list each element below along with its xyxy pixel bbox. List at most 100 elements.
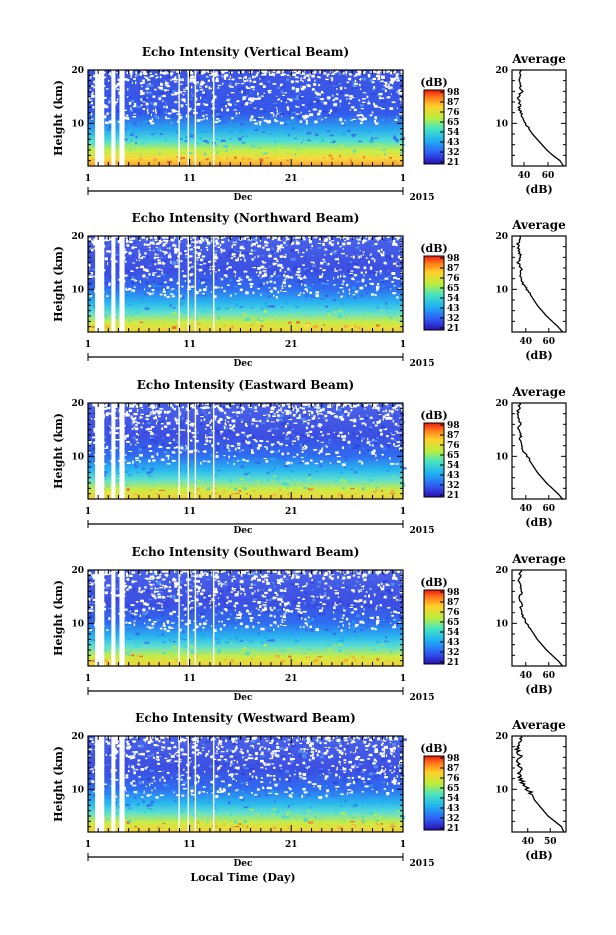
no-echo-cell	[391, 615, 394, 617]
no-echo-cell	[282, 453, 285, 456]
no-echo-cell	[365, 271, 367, 273]
heatmap-speckle	[328, 439, 331, 441]
heatmap-speckle	[371, 93, 376, 95]
no-echo-cell	[257, 288, 259, 290]
heatmap-speckle	[169, 159, 171, 161]
heatmap-speckle	[183, 639, 187, 640]
heatmap-speckle	[241, 630, 243, 632]
heatmap-speckle	[371, 644, 374, 646]
heatmap-speckle	[242, 313, 247, 316]
no-echo-cell	[297, 77, 299, 79]
no-echo-cell	[149, 414, 151, 416]
heatmap-speckle	[346, 653, 347, 655]
no-echo-cell	[157, 276, 160, 277]
heatmap-speckle	[200, 279, 204, 282]
heatmap-speckle	[276, 445, 278, 447]
no-echo-cell	[364, 275, 365, 277]
no-echo-cell	[224, 236, 225, 238]
no-echo-cell	[373, 86, 375, 89]
heatmap-speckle	[191, 92, 193, 95]
heatmap-speckle	[138, 310, 141, 311]
no-echo-cell	[318, 413, 322, 414]
no-echo-cell	[271, 408, 273, 410]
heatmap-speckle	[338, 584, 339, 586]
no-echo-cell	[167, 422, 171, 425]
heatmap-speckle	[234, 121, 236, 122]
no-echo-cell	[320, 262, 323, 265]
no-echo-cell	[376, 460, 378, 461]
no-echo-cell	[166, 417, 167, 420]
heatmap-speckle	[382, 468, 384, 470]
no-echo-cell	[388, 88, 392, 89]
heatmap-speckle	[138, 617, 140, 619]
no-echo-cell	[154, 103, 157, 106]
heatmap-speckle	[216, 307, 220, 310]
heatmap-speckle	[313, 660, 317, 662]
heatmap-speckle	[261, 642, 264, 644]
x-tick-label: 1	[400, 507, 406, 517]
no-echo-cell	[165, 82, 169, 85]
heatmap-speckle	[295, 306, 300, 308]
heatmap-speckle	[154, 115, 158, 118]
heatmap-speckle	[309, 102, 312, 105]
no-echo-cell	[258, 444, 262, 447]
heatmap-speckle	[252, 250, 256, 252]
heatmap-speckle	[287, 311, 288, 313]
no-echo-cell	[266, 460, 269, 463]
heatmap-speckle	[387, 312, 391, 314]
no-echo-cell	[318, 84, 320, 86]
no-echo-cell	[149, 73, 152, 74]
no-echo-cell	[355, 291, 358, 294]
no-echo-cell	[274, 237, 277, 239]
no-echo-cell	[225, 276, 228, 278]
heatmap-speckle	[116, 256, 118, 259]
heatmap-speckle	[291, 93, 293, 95]
average-y-tick-label: 10	[495, 119, 508, 129]
heatmap-speckle	[147, 471, 150, 474]
heatmap-speckle	[152, 462, 155, 464]
no-echo-cell	[339, 432, 343, 434]
no-echo-cell	[253, 292, 255, 294]
heatmap-speckle	[166, 75, 170, 78]
heatmap-speckle	[383, 466, 388, 468]
no-echo-cell	[269, 237, 271, 238]
no-echo-cell	[363, 254, 364, 256]
no-echo-cell	[256, 272, 258, 274]
no-echo-cell	[183, 91, 186, 92]
no-echo-cell	[200, 89, 203, 91]
heatmap-speckle	[142, 613, 147, 616]
no-echo-cell	[320, 409, 323, 411]
heatmap-speckle	[290, 583, 294, 586]
heatmap-speckle	[352, 656, 355, 658]
no-echo-cell	[246, 276, 249, 278]
heatmap-speckle	[294, 138, 297, 139]
heatmap-speckle	[216, 638, 221, 640]
no-echo-cell	[342, 243, 345, 246]
no-echo-cell	[381, 108, 385, 109]
heatmap-speckle	[241, 440, 245, 442]
no-echo-cell	[159, 98, 161, 101]
no-echo-cell	[93, 405, 95, 406]
no-echo-cell	[146, 92, 147, 94]
heatmap-speckle	[130, 608, 134, 610]
heatmap-speckle	[377, 641, 379, 644]
heatmap-speckle	[172, 263, 175, 266]
no-echo-cell	[393, 277, 397, 279]
no-echo-cell	[339, 269, 342, 270]
heatmap-speckle	[273, 121, 274, 124]
no-echo-cell	[354, 109, 357, 111]
heatmap-speckle	[287, 648, 291, 650]
no-echo-cell	[342, 463, 346, 466]
no-echo-cell	[168, 590, 172, 593]
no-echo-cell	[133, 420, 135, 423]
no-echo-cell	[295, 76, 297, 78]
no-echo-cell	[301, 283, 302, 286]
no-echo-cell	[220, 244, 221, 246]
no-echo-cell	[283, 92, 284, 93]
heatmap-speckle	[133, 122, 137, 123]
no-echo-cell	[269, 414, 271, 417]
heatmap-speckle	[343, 607, 345, 609]
heatmap-speckle	[250, 641, 254, 643]
heatmap-speckle	[304, 487, 308, 489]
no-echo-cell	[390, 463, 394, 465]
